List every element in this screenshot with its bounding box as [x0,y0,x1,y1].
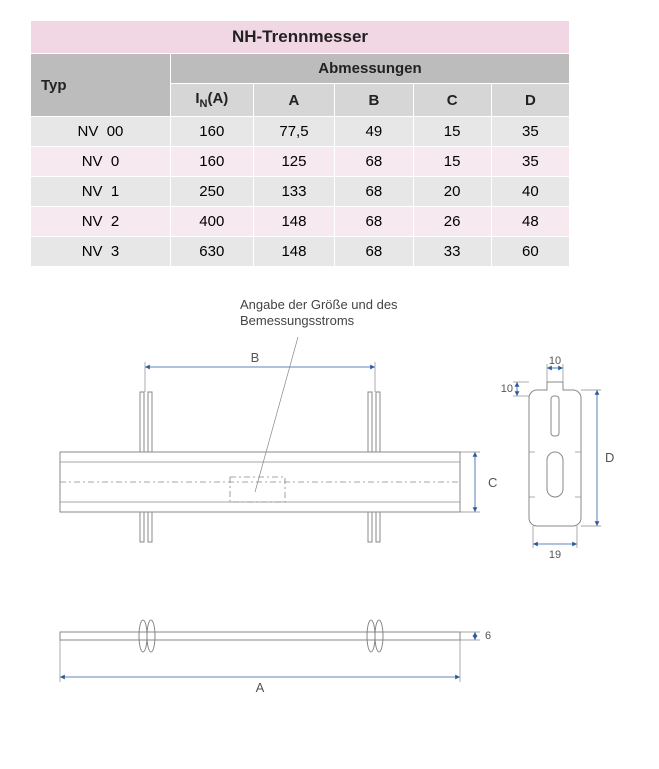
svg-text:10: 10 [549,355,561,367]
table-row: NV 2 400 148 68 26 48 [31,207,570,237]
engineering-diagram: Angabe der Größe und des Bemessungsstrom… [30,297,630,737]
table-row: NV 00 160 77,5 49 15 35 [31,117,570,147]
table-row: NV 1 250 133 68 20 40 [31,177,570,207]
front-plates [140,392,380,542]
side-view: 10 10 D 19 [501,355,615,561]
svg-text:A: A [256,680,265,695]
svg-text:19: 19 [549,549,561,561]
spec-table: NH-Trennmesser Typ Abmessungen IN(A) A B… [30,20,570,267]
svg-text:10: 10 [501,383,513,395]
col-header-typ: Typ [31,54,171,117]
col-header-abm: Abmessungen [170,54,569,84]
diagram-note: Angabe der Größe und des Bemessungsstrom… [240,297,398,330]
svg-text:D: D [605,450,614,465]
col-header-b: B [335,84,413,117]
svg-text:C: C [488,475,497,490]
col-header-d: D [491,84,569,117]
svg-text:6: 6 [485,630,491,642]
table-row: NV 3 630 148 68 33 60 [31,237,570,267]
svg-text:B: B [251,350,260,365]
table-row: NV 0 160 125 68 15 35 [31,147,570,177]
diagram-svg: B [30,297,630,737]
col-header-in: IN(A) [170,84,253,117]
col-header-a: A [253,84,335,117]
bottom-view: 6 A [60,620,491,695]
table-title: NH-Trennmesser [31,21,570,54]
col-header-c: C [413,84,491,117]
